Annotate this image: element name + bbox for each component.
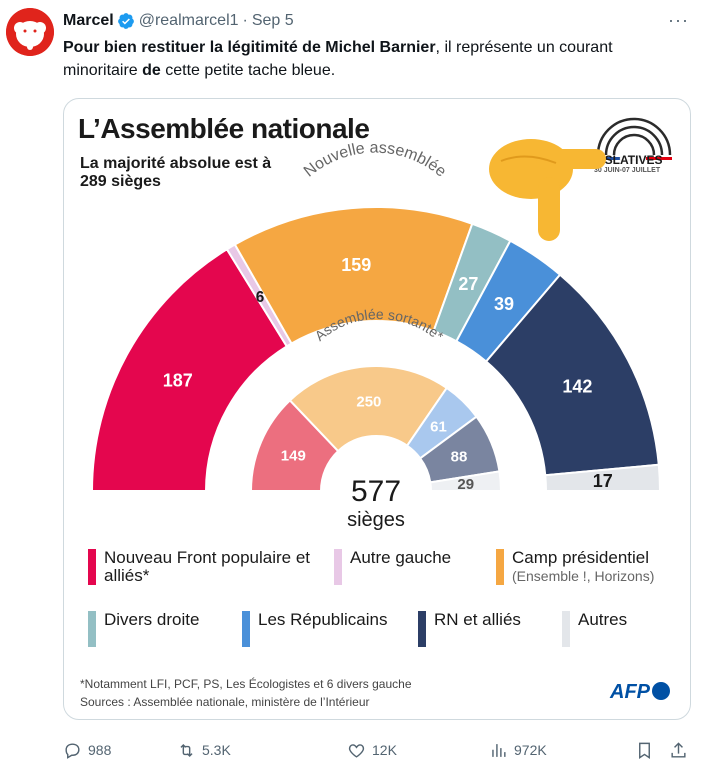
pointing-hand-emoji [489,139,606,241]
views-icon [492,743,506,757]
outer-value-camp-presidentiel: 159 [341,255,371,275]
avatar-image [6,8,54,56]
inner-slice-camp-presidentiel [288,365,449,453]
outer-value-les-republicains: 39 [494,294,514,314]
legend-swatch [242,611,250,647]
outer-value-divers-droite: 27 [458,274,478,294]
logo-subtitle: 30 JUIN-07 JUILLET [594,167,661,174]
total-seats-label: sièges [347,509,405,531]
legend-swatch [418,611,426,647]
tweet-text-2: cette petite tache bleue. [160,62,336,79]
inner-slice-autres [429,470,503,492]
legend-swatch [88,549,96,585]
author-handle[interactable]: @realmarcel1 [138,12,239,29]
bookmark-button[interactable] [635,741,654,760]
media-card[interactable]: L’Assemblée nationale La majorité absolu… [63,98,691,720]
repost-icon [180,743,193,757]
outer-slice-nouveau-front-populaire-et-allies [90,247,289,492]
reply-count: 988 [88,742,112,758]
outer-slice-autres [544,463,662,492]
views-button[interactable]: 972K [489,741,547,760]
reply-icon [65,742,80,759]
logo-title: GISLATIVES [592,153,663,167]
views-count: 972K [514,742,547,758]
infographic-title: L’Assemblée nationale [78,113,370,144]
legend-item-autres: Autres [562,611,662,647]
legend-label: RN et alliés [434,610,521,629]
legend-swatch [88,611,96,647]
legend-label: Nouveau Front populaire et alliés* [104,548,311,585]
tweet-text-bold-2: de [142,62,161,79]
legend-label: Autre gauche [350,548,452,567]
outer-value-autres: 17 [593,471,613,491]
like-button[interactable]: 12K [347,741,397,760]
legend-item-divers-droite: Divers droite [88,611,238,647]
action-bar: 988 5.3K 12K 972K [63,738,693,762]
tweet-header: Marcel @realmarcel1 · Sep 5 [63,10,683,32]
outer-ring [90,206,662,492]
legend-item-camp-presidentiel: Camp présidentiel (Ensemble !, Horizons) [496,549,688,585]
tweet-text-bold-1: Pour bien restituer la légitimité de Mic… [63,39,436,56]
legend-item-autre-gauche: Autre gauche [334,549,494,585]
verified-badge-icon[interactable] [117,12,135,30]
like-icon [348,743,365,758]
share-button[interactable] [669,741,688,760]
tweet-text-1: , il représente un courant minoritaire [63,39,613,79]
outer-value-rn-et-allies: 142 [562,377,592,397]
legend-item-nfp: Nouveau Front populaire et alliés* [88,549,320,585]
outer-value-autre-gauche: 6 [256,289,265,306]
tweet-date[interactable]: Sep 5 [251,12,294,29]
legend-sublabel: (Ensemble !, Horizons) [512,568,655,584]
inner-value-rn-et-allies: 88 [451,448,468,465]
repost-button[interactable]: 5.3K [177,741,231,760]
legend-label: Autres [578,610,628,629]
sources: Sources : Assemblée nationale, ministère… [80,695,370,709]
outer-ring-label: Nouvelle assemblée [301,140,449,181]
legislatives-logo [594,117,672,161]
legend-label: Camp présidentiel [512,548,650,567]
infographic-subtitle: La majorité absolue est à 289 sièges [80,155,272,190]
bookmark-icon [639,742,650,759]
legend-swatch [496,549,504,585]
footnote: *Notamment LFI, PCF, PS, Les Écologistes… [80,677,412,691]
legend-swatch [334,549,342,585]
outer-labels: 187 6 159 27 39 142 17 [163,255,613,491]
author-name[interactable]: Marcel [63,12,114,29]
avatar[interactable] [6,8,54,56]
repost-count: 5.3K [202,742,231,758]
like-count: 12K [372,742,397,758]
reply-button[interactable]: 988 [63,741,111,760]
inner-value-camp-presidentiel: 250 [356,394,381,411]
legend-item-rn: RN et alliés [418,611,548,647]
legend-swatch [562,611,570,647]
afp-logo: AFP [610,681,670,704]
legend-item-republicains: Les Républicains [242,611,402,647]
more-icon[interactable]: ··· [668,10,689,30]
total-seats: 577 [351,475,401,508]
inner-value-nouveau-front-populaire-et-allies: 149 [281,448,306,465]
inner-ring [249,365,503,492]
separator: · [242,12,248,29]
infographic: L’Assemblée nationale La majorité absolu… [64,99,690,719]
legend-label: Les Républicains [258,610,388,629]
outer-value-nouveau-front-populaire-et-allies: 187 [163,371,193,391]
share-icon [671,741,686,758]
legend-label: Divers droite [104,610,200,629]
inner-value-les-republicains: 61 [430,418,447,435]
inner-value-autres: 29 [457,476,474,493]
tweet-text: Pour bien restituer la légitimité de Mic… [63,36,673,82]
